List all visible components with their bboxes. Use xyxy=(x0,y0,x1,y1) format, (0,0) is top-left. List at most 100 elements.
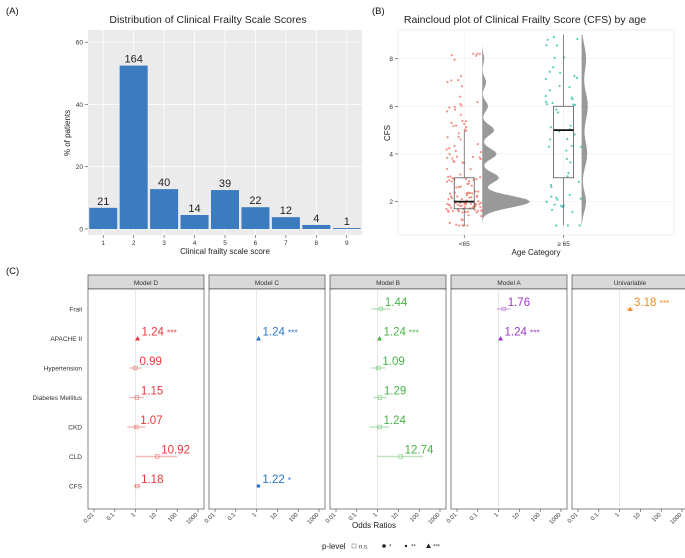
jitter-point-lt65 xyxy=(446,136,449,139)
x-tick-label: <65 xyxy=(459,241,470,248)
row-label: APACHE II xyxy=(50,336,82,343)
x-tick-label: 0.1 xyxy=(227,512,238,523)
x-tick-label: 10 xyxy=(270,512,279,521)
or-value: 1.22 xyxy=(262,474,284,486)
jitter-point-lt65 xyxy=(448,153,451,156)
x-tick-label: 0.01 xyxy=(567,512,580,525)
point-estimate-triangle xyxy=(377,336,383,341)
bar-cfs-3 xyxy=(150,189,179,229)
jitter-point-ge65 xyxy=(569,161,572,164)
jitter-point-ge65 xyxy=(548,89,551,92)
jitter-point-lt65 xyxy=(469,167,472,171)
jitter-point-lt65 xyxy=(475,211,478,214)
or-label: 1.15 xyxy=(141,386,163,398)
jitter-point-lt65 xyxy=(456,195,459,198)
or-value: 1.76 xyxy=(508,297,530,309)
or-label: 12.74 xyxy=(405,445,434,457)
or-value: 1.44 xyxy=(385,297,408,309)
jitter-point-ge65 xyxy=(550,195,553,198)
jitter-point-lt65 xyxy=(448,147,451,150)
density-cloud-lt65 xyxy=(482,34,531,226)
jitter-point-ge65 xyxy=(573,133,576,136)
point-estimate-triangle xyxy=(498,336,504,341)
significance-stars: *** xyxy=(288,328,299,338)
bar-cfs-5 xyxy=(210,190,240,229)
jitter-point-lt65 xyxy=(458,224,461,227)
jitter-point-ge65 xyxy=(549,183,553,187)
jitter-point-lt65 xyxy=(470,196,473,199)
jitter-point-ge65 xyxy=(550,185,553,189)
jitter-point-lt65 xyxy=(461,119,464,123)
jitter-point-lt65 xyxy=(476,142,479,146)
jitter-point-lt65 xyxy=(448,204,452,207)
bar-count-label: 164 xyxy=(124,54,142,66)
jitter-point-ge65 xyxy=(548,138,552,141)
jitter-point-lt65 xyxy=(475,195,478,198)
jitter-point-lt65 xyxy=(467,214,470,217)
jitter-point-lt65 xyxy=(451,157,454,160)
bar-count-label: 39 xyxy=(219,178,231,190)
facet-model-d: Model D 0.01 0.1 1 10 100 1000 1.24 *** 0.99 1.15 1… xyxy=(83,274,205,526)
jitter-point-lt65 xyxy=(468,196,471,199)
bar-count-label: 4 xyxy=(313,213,319,225)
significance-stars: *** xyxy=(167,328,178,338)
panel-a-title: Distribution of Clinical Frailty Scale S… xyxy=(109,14,306,26)
or-value: 10.92 xyxy=(161,445,190,457)
x-tick-label: 100 xyxy=(409,512,421,524)
jitter-point-lt65 xyxy=(464,177,468,181)
jitter-point-ge65 xyxy=(559,71,562,74)
point-estimate-square xyxy=(134,483,140,489)
legend-item-label: ** xyxy=(411,545,416,551)
jitter-point-ge65 xyxy=(558,84,561,87)
jitter-point-ge65 xyxy=(546,38,549,41)
bar-cfs-7 xyxy=(271,217,300,229)
jitter-point-lt65 xyxy=(477,190,480,193)
panel-a-y-axis-label: % of patients xyxy=(63,110,72,156)
jitter-point-lt65 xyxy=(479,176,482,179)
jitter-point-lt65 xyxy=(447,198,450,201)
or-label: 10.92 xyxy=(161,445,190,457)
x-tick-label: 10 xyxy=(391,512,400,521)
jitter-point-lt65 xyxy=(479,150,483,154)
or-label: 1.24 *** xyxy=(263,327,299,339)
y-tick-label: 8 xyxy=(389,56,393,63)
jitter-point-lt65 xyxy=(464,210,467,214)
jitter-point-ge65 xyxy=(566,138,569,141)
jitter-point-lt65 xyxy=(450,121,453,124)
x-tick-label: 2 xyxy=(132,240,136,247)
jitter-point-ge65 xyxy=(553,56,556,60)
jitter-point-ge65 xyxy=(555,196,558,199)
or-value: 1.07 xyxy=(140,415,162,427)
jitter-point-ge65 xyxy=(544,78,547,81)
panel-b-letter: (B) xyxy=(372,6,385,17)
jitter-point-lt65 xyxy=(460,218,463,221)
jitter-point-ge65 xyxy=(555,224,558,227)
y-tick-label: 40 xyxy=(76,102,84,109)
x-tick-label: 3 xyxy=(162,240,166,247)
jitter-point-lt65 xyxy=(466,224,469,227)
significance-stars: *** xyxy=(409,328,420,338)
facet-plot-area xyxy=(87,288,205,510)
jitter-point-lt65 xyxy=(463,202,466,205)
jitter-point-lt65 xyxy=(451,209,455,212)
density-cloud-ge65 xyxy=(581,34,588,226)
panel-a-x-ticks: 1 2 3 4 5 6 7 8 9 xyxy=(101,235,349,247)
jitter-point-lt65 xyxy=(455,223,458,226)
point-estimate-square xyxy=(134,424,139,430)
jitter-point-lt65 xyxy=(449,206,453,209)
panel-b-y-ticks: 2 4 6 8 xyxy=(389,56,398,206)
point-estimate-dot xyxy=(256,484,261,488)
facet-title: Model C xyxy=(255,280,280,287)
jitter-point-lt65 xyxy=(461,211,464,214)
jitter-point-ge65 xyxy=(570,144,573,148)
jitter-point-lt65 xyxy=(448,192,452,195)
facet-title: Model A xyxy=(497,280,521,287)
panel-b-jitter-points xyxy=(445,36,583,227)
jitter-point-lt65 xyxy=(471,155,474,159)
panel-c-letter: (C) xyxy=(6,266,19,277)
jitter-point-lt65 xyxy=(449,175,452,178)
row-label: CLD xyxy=(69,454,82,461)
jitter-point-ge65 xyxy=(550,208,554,211)
bar-cfs-6 xyxy=(241,207,270,229)
jitter-point-ge65 xyxy=(566,224,570,227)
